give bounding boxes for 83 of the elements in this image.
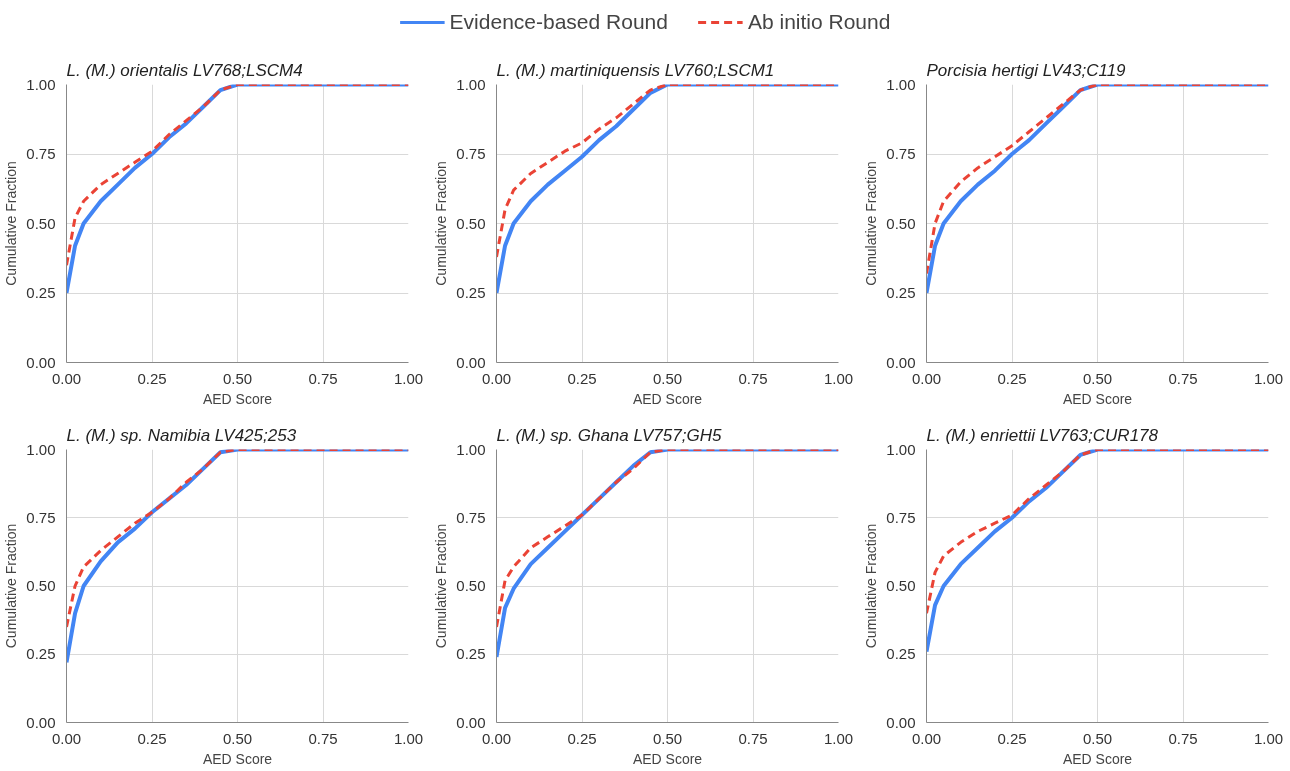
x-axis-title: AED Score (1062, 390, 1133, 407)
chart-title: Porcisia hertigi LV43;C119 (926, 60, 1127, 80)
y-tick-label: 1.00 (26, 440, 56, 458)
x-tick-label: 0.25 (567, 369, 597, 387)
y-tick-label: 1.00 (886, 75, 916, 93)
y-tick-label: 1.00 (456, 75, 486, 93)
x-tick-label: 0.50 (652, 369, 683, 387)
y-axis-title: Cumulative Fraction (433, 161, 450, 286)
y-tick-label: 0.00 (26, 353, 56, 371)
x-tick-label: 0.25 (567, 729, 597, 747)
legend-label: Ab initio Round (747, 10, 891, 34)
x-tick-label: 1.00 (393, 369, 424, 387)
x-tick-label: 0.75 (738, 729, 768, 747)
y-tick-label: 0.00 (886, 353, 916, 371)
x-tick-label: 0.25 (997, 369, 1027, 387)
y-tick-label: 0.25 (456, 284, 486, 301)
y-tick-label: 0.75 (456, 508, 486, 526)
line-series (926, 449, 1269, 654)
y-tick-label: 0.50 (456, 577, 486, 594)
x-tick-label: 1.00 (1253, 729, 1284, 747)
x-tick-label: 1.00 (823, 729, 854, 747)
y-tick-label: 0.25 (886, 645, 916, 663)
x-tick-label: 0.50 (1082, 369, 1113, 387)
y-tick-label: 1.00 (886, 440, 916, 458)
x-tick-label: 0.50 (652, 729, 683, 747)
x-tick-label: 0.25 (137, 369, 167, 387)
y-tick-label: 0.75 (886, 508, 916, 526)
x-tick-label: 0.00 (51, 369, 82, 387)
x-tick-label: 0.75 (1168, 369, 1198, 387)
y-tick-label: 0.75 (26, 508, 56, 526)
x-tick-label: 0.00 (481, 729, 512, 747)
x-tick-label: 0.25 (137, 729, 167, 747)
x-tick-label: 0.00 (51, 729, 82, 747)
y-tick-label: 0.00 (456, 713, 486, 731)
x-tick-label: 0.50 (1082, 729, 1113, 747)
y-tick-label: 0.50 (886, 577, 916, 594)
y-tick-label: 0.25 (26, 645, 56, 663)
x-tick-label: 0.25 (997, 729, 1027, 747)
y-tick-label: 0.50 (26, 577, 56, 594)
line-series (926, 449, 1269, 615)
x-tick-label: 0.00 (911, 369, 942, 387)
x-tick-label: 0.75 (308, 369, 338, 387)
y-axis-title: Cumulative Fraction (3, 161, 20, 286)
y-axis-title: Cumulative Fraction (3, 523, 20, 649)
legend-label: Evidence-based Round (449, 10, 668, 34)
y-tick-label: 0.50 (26, 214, 56, 232)
line-series (496, 84, 839, 295)
x-tick-label: 0.50 (222, 369, 253, 387)
y-tick-label: 0.50 (886, 214, 916, 232)
x-tick-label: 1.00 (1253, 369, 1284, 387)
x-tick-label: 0.75 (1168, 729, 1198, 747)
y-tick-label: 0.75 (26, 145, 56, 162)
chart-title: L. (M.) sp. Namibia LV425;253 (66, 425, 297, 445)
y-tick-label: 0.25 (456, 645, 486, 663)
x-axis-title: AED Score (202, 390, 273, 407)
x-tick-label: 0.50 (222, 729, 253, 747)
y-tick-label: 0.25 (26, 284, 56, 301)
x-axis-title: AED Score (632, 750, 703, 767)
x-axis-title: AED Score (202, 750, 273, 767)
y-tick-label: 0.00 (26, 713, 56, 731)
y-tick-label: 0.00 (886, 713, 916, 731)
chart-title: L. (M.) sp. Ghana LV757;GH5 (496, 425, 722, 445)
y-tick-label: 0.75 (886, 145, 916, 162)
x-tick-label: 1.00 (393, 729, 424, 747)
chart-title: L. (M.) enriettii LV763;CUR178 (926, 425, 1159, 445)
y-tick-label: 0.75 (456, 145, 486, 162)
y-tick-label: 0.00 (456, 353, 486, 371)
x-tick-label: 0.75 (738, 369, 768, 387)
x-tick-label: 0.00 (911, 729, 942, 747)
chart-title: L. (M.) orientalis LV768;LSCM4 (66, 60, 303, 80)
x-axis-title: AED Score (1062, 750, 1133, 767)
y-tick-label: 1.00 (456, 440, 486, 458)
y-tick-label: 1.00 (26, 75, 56, 93)
x-tick-label: 0.75 (308, 729, 338, 747)
y-axis-title: Cumulative Fraction (863, 523, 880, 649)
chart-title: L. (M.) martiniquensis LV760;LSCM1 (496, 60, 775, 80)
y-tick-label: 0.50 (456, 214, 486, 232)
y-axis-title: Cumulative Fraction (863, 161, 880, 286)
x-tick-label: 0.00 (481, 369, 512, 387)
y-axis-title: Cumulative Fraction (433, 523, 450, 649)
x-axis-title: AED Score (632, 390, 703, 407)
y-tick-label: 0.25 (886, 284, 916, 301)
x-tick-label: 1.00 (823, 369, 854, 387)
